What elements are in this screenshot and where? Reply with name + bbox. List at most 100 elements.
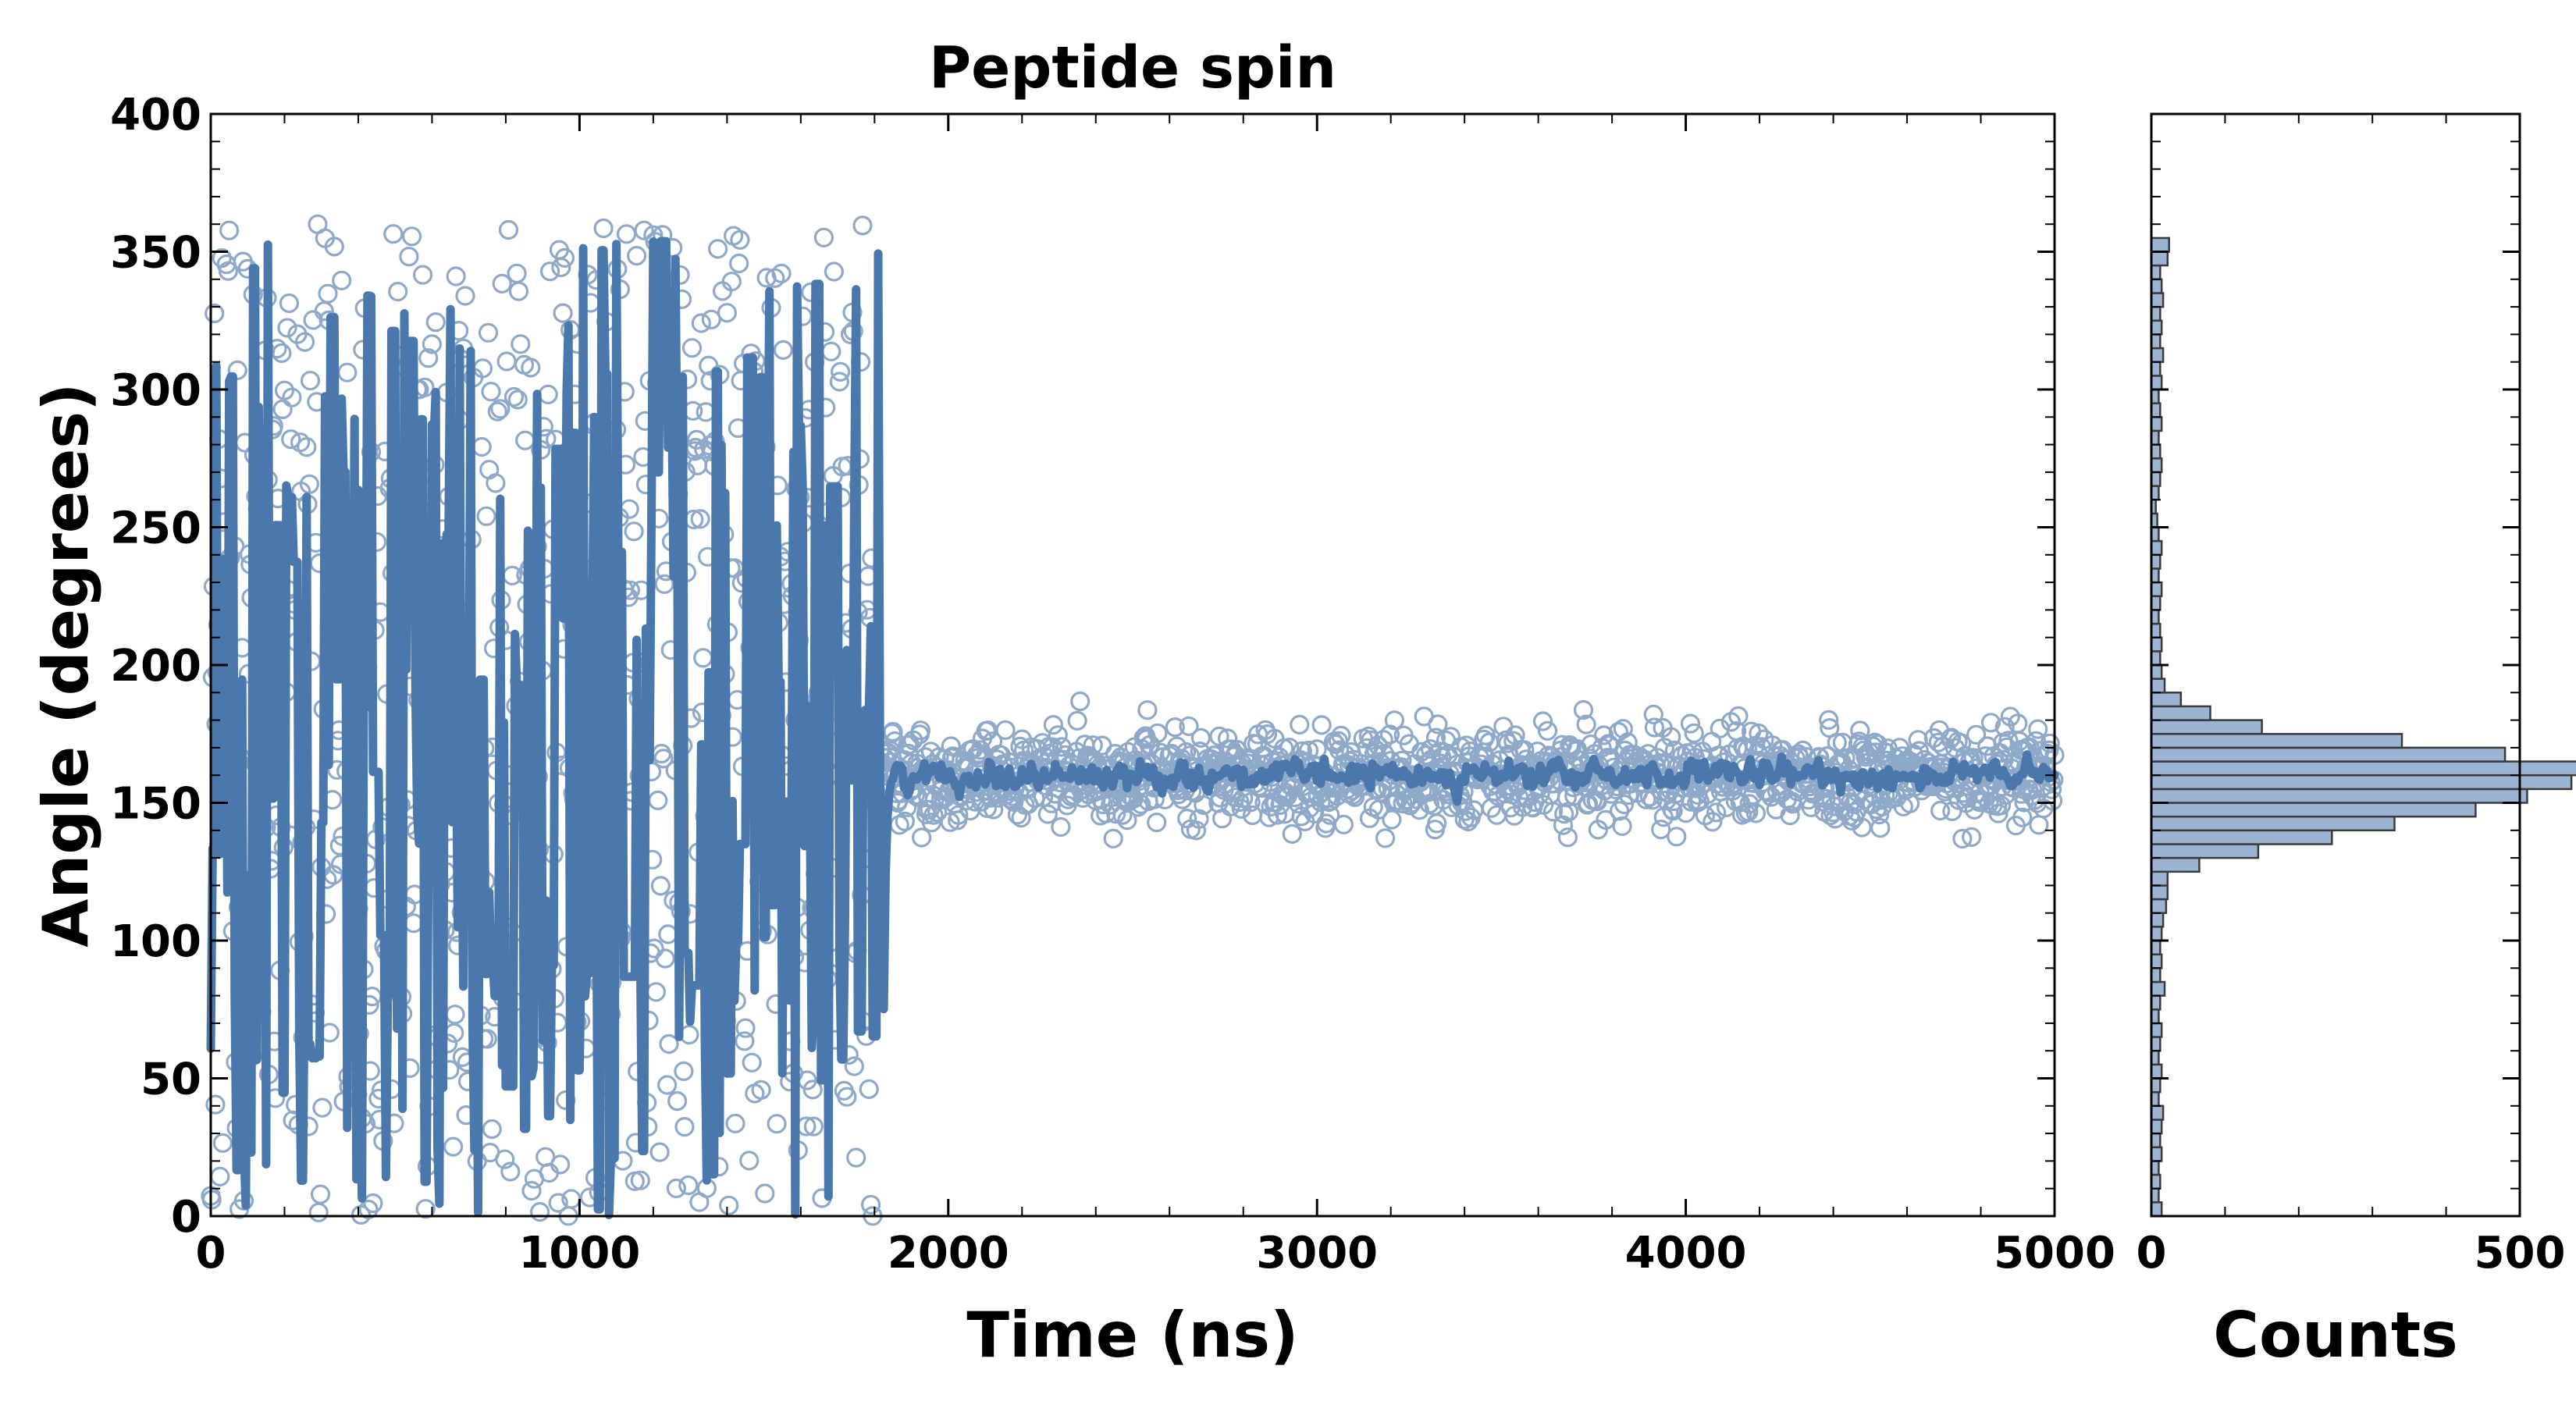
scatter-point [1596,809,1616,831]
y-tick-label: 150 [110,779,201,830]
scatter-point [508,281,529,301]
scatter-point [735,1018,756,1038]
scatter-point [1962,827,1982,848]
scatter-point [1051,816,1071,838]
histogram-bar [2150,237,2170,253]
histogram-bar [2150,1146,2163,1162]
scatter-point [735,1031,755,1051]
histogram-bar [2150,553,2161,570]
histogram-plot-background [2151,114,2520,1216]
scatter-point [418,348,439,368]
scatter-point [1952,828,1973,849]
scatter-point [1400,795,1421,816]
scatter-point [1165,717,1185,738]
histogram-bar [2150,361,2161,377]
histogram-bar [2150,953,2163,969]
histogram-bar [2150,1132,2161,1149]
scatter-point [1994,717,2015,737]
scatter-point [649,1142,670,1162]
scatter-point [529,1201,550,1222]
y-tick-label: 250 [110,503,201,554]
histogram-bar [2150,884,2169,901]
histogram-bar [2150,746,2507,763]
scatter-point [1189,809,1209,829]
scatter-point [1304,803,1325,823]
histogram-bar [2150,581,2163,597]
x-tick-label: 4000 [1625,1228,1747,1279]
running-average-line-layer [206,237,2059,1220]
x-tick-label: 2000 [888,1228,1009,1279]
scatter-point [297,437,317,457]
scatter-point [1661,727,1681,747]
scatter-point [1930,800,1951,821]
hist-x-tick-label: 0 [2137,1228,2167,1279]
chart-title: Peptide spin [929,34,1336,101]
scatter-point [1827,732,1847,752]
scatter-point [478,322,499,343]
scatter-point [299,474,319,494]
scatter-point [383,224,404,244]
scatter-point [837,1087,857,1107]
scatter-point [219,220,240,240]
histogram-bar [2150,733,2403,749]
scatter-point [205,1094,226,1115]
scatter-point [1573,699,1594,720]
scatter-point [312,1097,333,1118]
scatter-point [2040,733,2060,753]
scatter-point [899,735,920,755]
scatter-point [884,731,905,752]
scatter-point [318,283,338,304]
histogram-bar [2150,802,2477,818]
histogram-bar [2150,678,2166,694]
scatter-point [803,1116,824,1136]
scatter-point [1636,789,1656,809]
scatter-point [1209,726,1229,747]
scatter-point [1307,739,1327,759]
scatter-point [425,312,446,333]
scatter-point [443,1136,464,1157]
scatter-point [860,1194,881,1215]
histogram-bar [2150,1022,2163,1038]
histogram-bar [2150,663,2163,680]
scatter-point [1819,710,1839,731]
scatter-point [1870,818,1891,838]
scatter-point [1117,810,1137,831]
scatter-point [659,1033,679,1055]
x-tick-label: 3000 [1256,1228,1378,1279]
scatter-point [846,1147,866,1168]
scatter-point [503,386,525,407]
scatter-point [1037,804,1058,824]
histogram-bar [2150,760,2576,777]
scatter-point [521,357,541,378]
scatter-point [674,1116,695,1137]
scatter-point [553,303,573,323]
histogram-bar [2150,815,2396,832]
main-axis-ticks: 0 1000 2000 3000 4000 5000 0 50 100 150 200 250 300 3… [110,90,2115,1279]
scatter-point [1048,725,1068,745]
histogram-bar [2150,1201,2163,1218]
histogram-bar [2150,1104,2165,1121]
histogram-bar [2150,333,2161,350]
scatter-point [205,303,225,324]
histogram-bar [2150,1173,2161,1190]
scatter-point [910,720,931,741]
scatter-point [1532,711,1553,731]
scatter-point [802,1080,823,1100]
scatter-point [626,246,647,266]
scatter-point [495,1149,515,1169]
scatter-point [1512,797,1533,817]
scatter-point [1458,811,1478,832]
scatter-point [1194,795,1214,816]
scatter-point [1384,710,1405,731]
scatter-point [1644,717,1664,738]
scatter-point [1186,820,1207,841]
scatter-point [755,1183,775,1204]
histogram-bar [2150,692,2183,708]
scatter-point [446,266,466,286]
scatter-point [481,382,501,402]
scatter-point [654,574,674,594]
scatter-point [1147,812,1167,833]
histogram-bar [2150,457,2163,474]
scatter-point [667,1090,688,1112]
scatter-point [1267,805,1288,825]
